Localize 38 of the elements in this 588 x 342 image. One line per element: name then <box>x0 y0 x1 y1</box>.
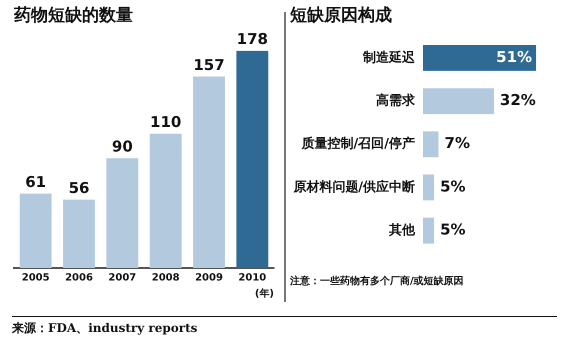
bar <box>236 50 268 268</box>
bar <box>63 200 95 268</box>
bar <box>150 134 182 268</box>
y-tick-label: 制造延迟 <box>362 49 416 66</box>
bar <box>423 131 439 158</box>
x-tick-label: 2006 <box>65 272 93 284</box>
data-label: 178 <box>236 30 268 48</box>
x-tick-label: 2007 <box>108 272 136 284</box>
bar <box>423 174 434 200</box>
data-label: 56 <box>68 179 90 198</box>
data-label: 51% <box>496 48 532 66</box>
y-tick-label: 高需求 <box>376 92 416 109</box>
data-label: 5% <box>440 220 466 239</box>
x-tick-label: 2010 <box>238 272 266 284</box>
chart-title: 短缺原因构成 <box>289 6 392 26</box>
y-tick-label: 质量控制/召回/停产 <box>300 136 415 152</box>
data-label: 32% <box>500 91 536 110</box>
x-tick-label: 2005 <box>22 272 50 284</box>
data-label: 110 <box>150 113 182 132</box>
x-axis-title: (年) <box>254 288 274 300</box>
y-tick-label: 原材料问题/供应中断 <box>292 178 415 195</box>
y-tick-label: 其他 <box>388 222 416 238</box>
source-note: 来源：FDA、industry reports <box>12 320 198 337</box>
data-label: 157 <box>193 56 225 74</box>
x-tick-label: 2009 <box>195 272 223 284</box>
data-label: 7% <box>444 134 470 152</box>
data-label: 90 <box>112 138 133 156</box>
bar <box>423 218 434 244</box>
bar <box>423 45 536 71</box>
bar <box>193 76 225 268</box>
x-tick-label: 2008 <box>152 272 180 284</box>
bar <box>20 194 52 268</box>
bar <box>106 158 138 268</box>
data-label: 5% <box>440 177 466 196</box>
chart-title: 药物短缺的数量 <box>13 6 133 26</box>
data-label: 61 <box>25 172 46 191</box>
bar <box>423 88 494 114</box>
text: 注意：一些药物有多个厂商/或短缺原因 <box>290 274 464 288</box>
